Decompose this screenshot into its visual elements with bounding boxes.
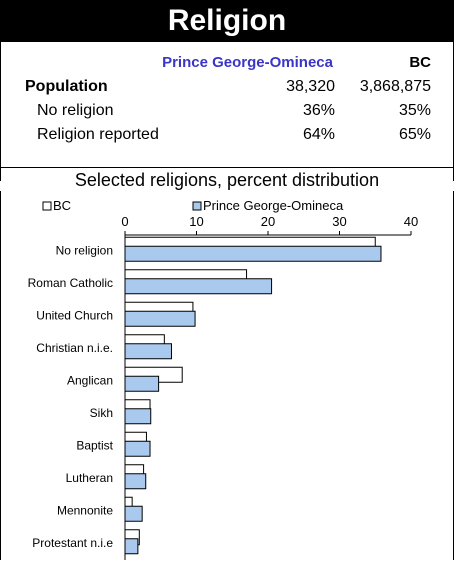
bc-value: 35%: [398, 102, 431, 119]
x-tick-label: 20: [261, 214, 275, 229]
x-tick-label: 10: [189, 214, 203, 229]
chart-area: BC Prince George-Omineca 0 10 20 30 40 No relig…: [0, 191, 454, 560]
no-religion-row: No religion 36% 35%: [1, 102, 453, 124]
category-label: No religion: [56, 243, 113, 257]
bar-region: [124, 538, 139, 555]
x-tick-label: 40: [404, 214, 418, 229]
religion-reported-row: Religion reported 64% 65%: [1, 126, 453, 148]
category-label: Sikh: [90, 406, 113, 420]
bar-region: [124, 408, 152, 425]
row-label: Religion reported: [37, 126, 159, 143]
region-column-header: Prince George-Omineca: [162, 54, 333, 71]
bc-value: 65%: [398, 126, 431, 143]
legend-swatch: [192, 201, 202, 211]
region-value: 36%: [302, 102, 335, 119]
x-tick-label: 30: [332, 214, 346, 229]
region-value: 64%: [302, 126, 335, 143]
category-label: Protestant n.i.e: [32, 536, 113, 550]
legend-label: Prince George-Omineca: [203, 198, 344, 213]
bar-region: [124, 375, 160, 392]
bar-chart: BC Prince George-Omineca 0 10 20 30 40 No relig…: [28, 198, 418, 560]
legend-label: BC: [53, 198, 71, 213]
region-value: 38,320: [286, 78, 335, 95]
category-label: Christian n.i.e.: [36, 341, 113, 355]
bc-value: 3,868,875: [359, 78, 431, 95]
category-label: Lutheran: [66, 471, 113, 485]
population-row: Population 38,320 3,868,875: [1, 78, 453, 100]
chart-title: Selected religions, percent distribution: [0, 167, 454, 192]
bc-column-header: BC: [409, 54, 431, 71]
category-label: Roman Catholic: [28, 276, 113, 290]
bar-region: [124, 440, 151, 457]
category-label: Mennonite: [57, 503, 113, 517]
page-title: Religion: [0, 0, 454, 42]
summary-table: Prince George-Omineca BC Population 38,3…: [0, 42, 454, 181]
legend-swatch: [42, 201, 52, 211]
category-label: Anglican: [67, 373, 113, 387]
bar-region: [124, 343, 172, 360]
bar-region: [124, 310, 196, 327]
bar-region: [124, 245, 382, 262]
bar-region: [124, 473, 147, 490]
category-label: Baptist: [76, 438, 113, 452]
bar-region: [124, 505, 143, 522]
bar-region: [124, 278, 273, 295]
row-label: No religion: [37, 102, 114, 119]
x-tick-label: 0: [121, 214, 128, 229]
row-label: Population: [25, 78, 108, 95]
category-label: United Church: [36, 308, 113, 322]
